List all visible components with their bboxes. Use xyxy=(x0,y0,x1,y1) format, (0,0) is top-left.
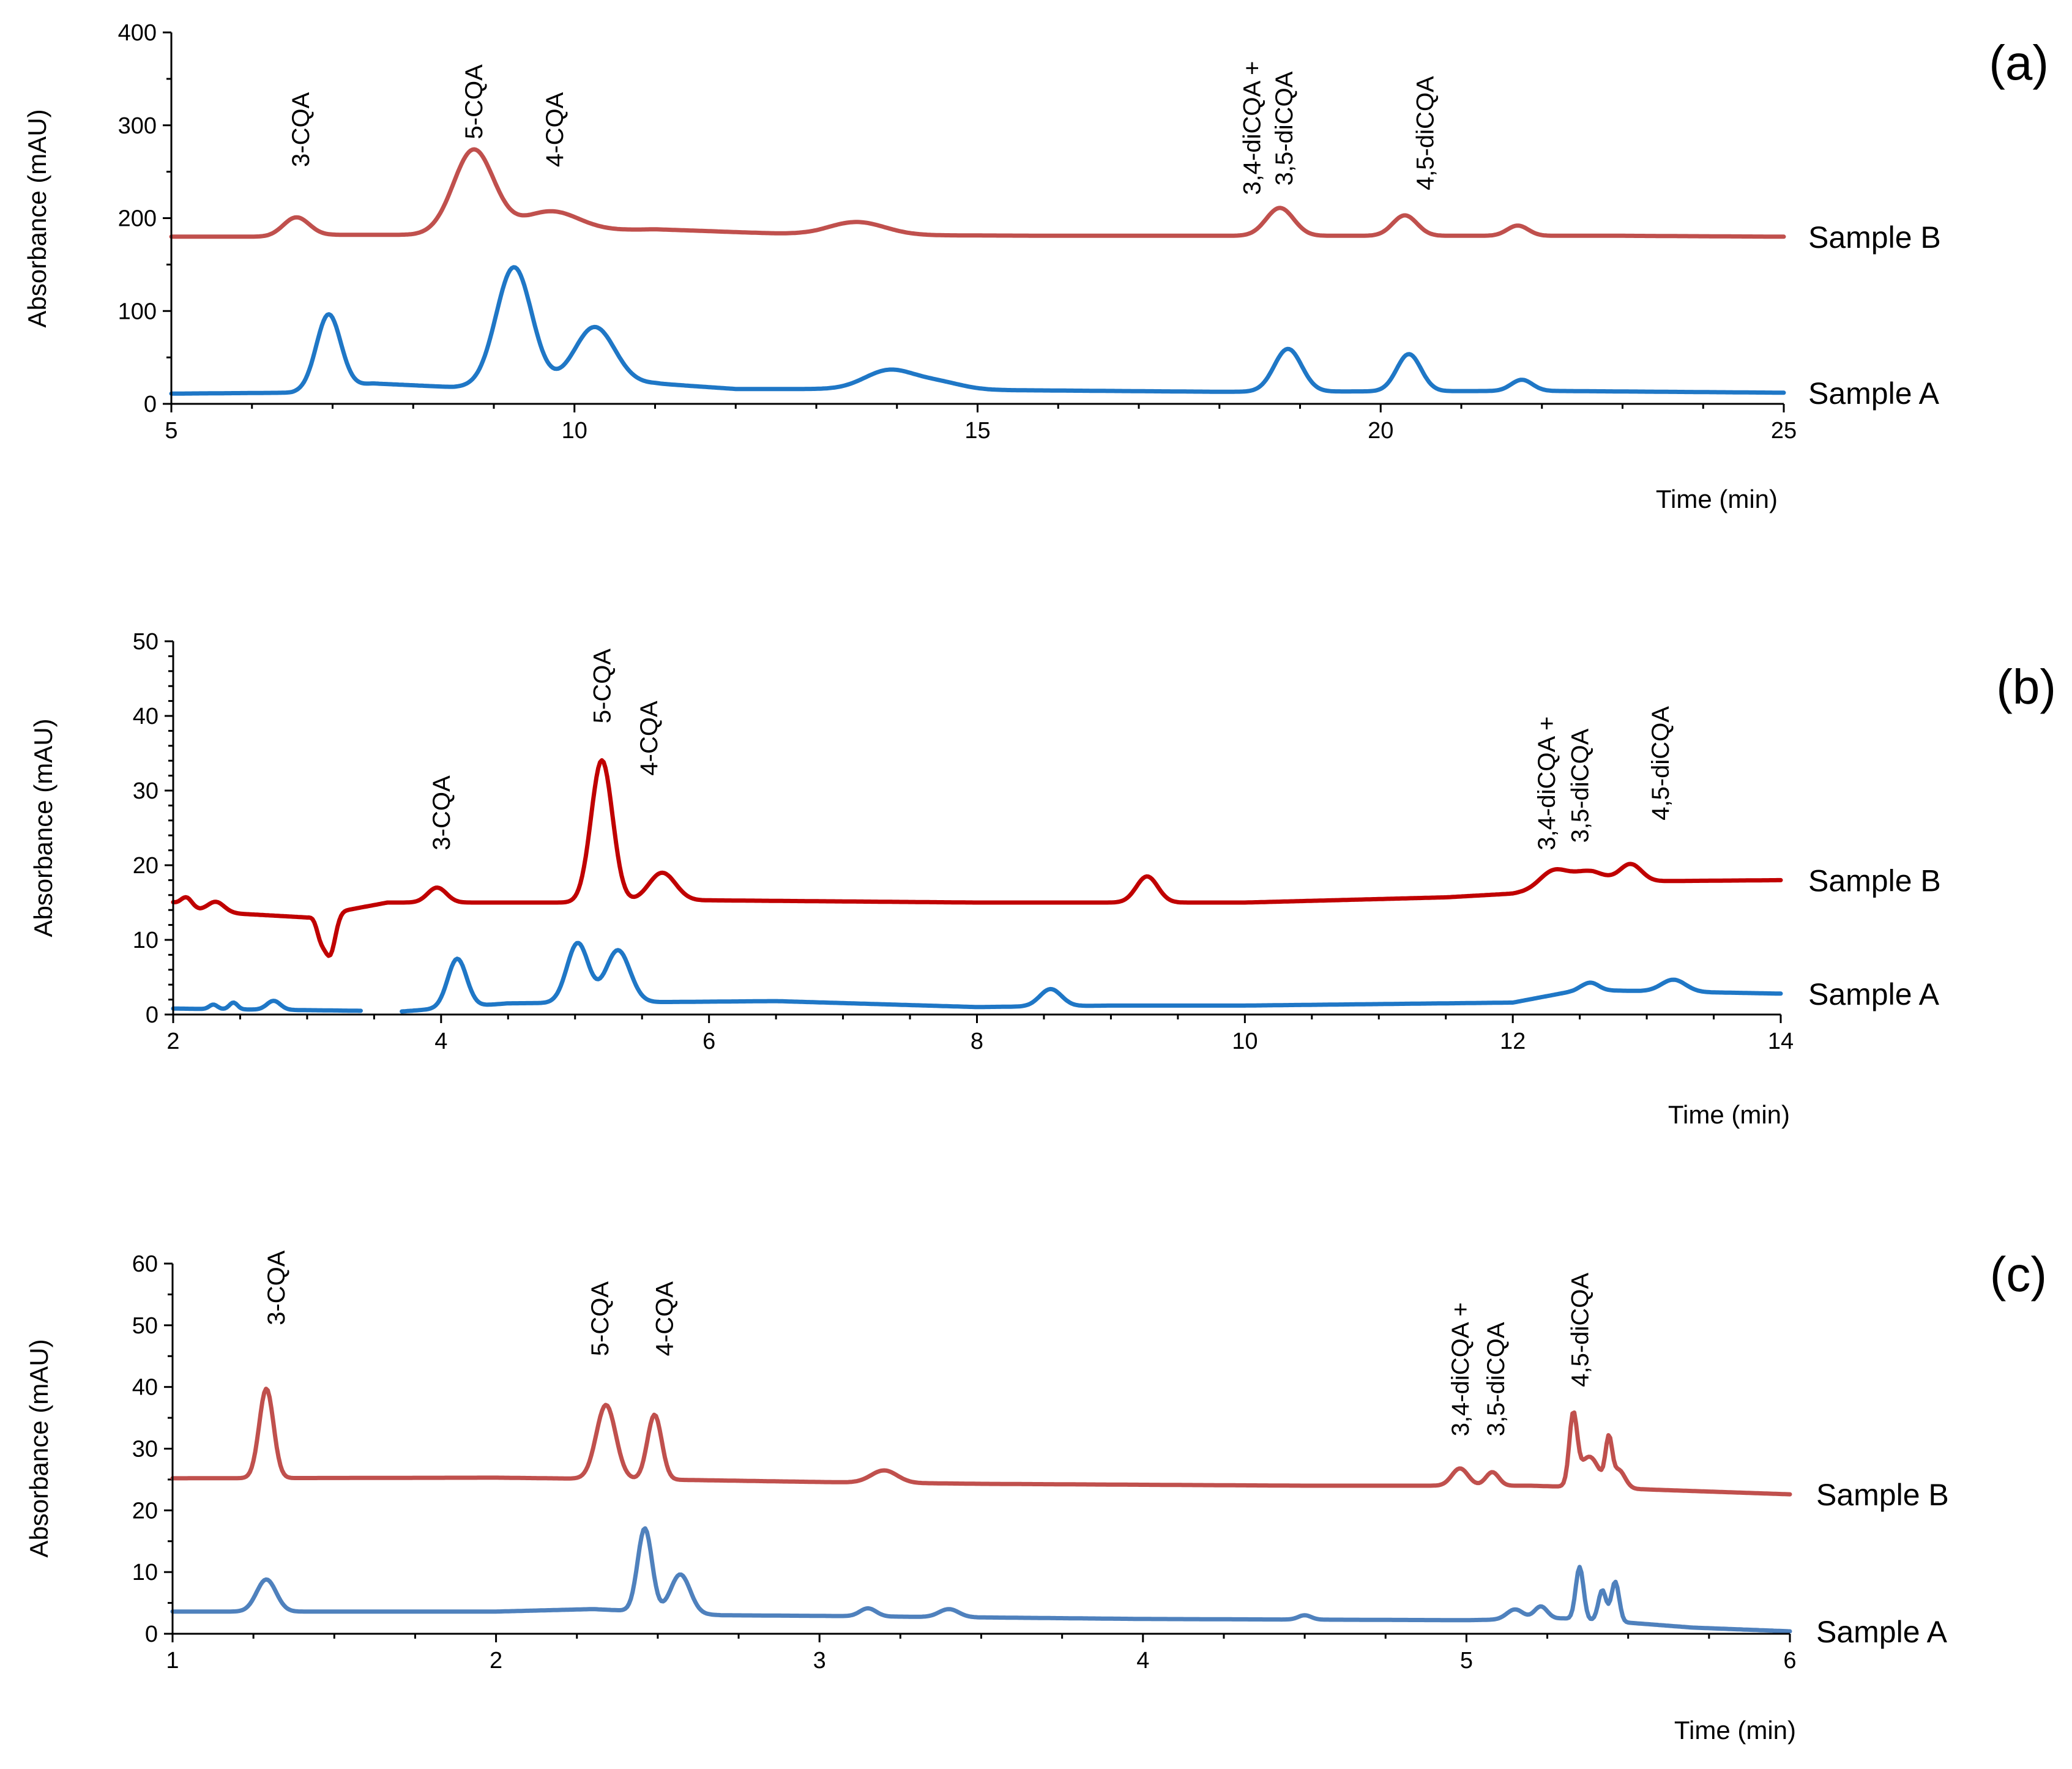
y-tick-label: 30 xyxy=(133,778,158,804)
x-tick-label: 4 xyxy=(434,1029,447,1054)
peak-label: 5-CQA xyxy=(461,64,488,140)
axis-ticks: 0 10 20 30 40 50 2 4 6 8 10 12 14 xyxy=(133,629,1794,1054)
chromatogram-panel-a: (a) Absorbance (mAU) Time (min) 0 100 200 3… xyxy=(23,20,2049,513)
peak-label: 3-CQA xyxy=(288,92,315,167)
x-tick-label: 2 xyxy=(166,1029,179,1054)
axis-frame xyxy=(170,32,1784,405)
x-tick-label: 15 xyxy=(964,418,990,444)
x-tick-label: 5 xyxy=(165,418,177,444)
peak-label: 3,5-diCQA xyxy=(1271,71,1298,185)
peak-annotations: 3-CQA 5-CQA 4-CQA 3,4-diCQA +3,5-diCQA 4,5-d… xyxy=(288,61,1439,195)
y-tick-label: 10 xyxy=(133,928,158,953)
series-line-sample-a xyxy=(170,1526,1792,1634)
panel-label: (a) xyxy=(1989,35,2049,90)
y-tick-label: 100 xyxy=(118,299,157,324)
peak-label: 3-CQA xyxy=(263,1250,290,1325)
y-tick-label: 400 xyxy=(118,20,157,46)
y-tick-label: 40 xyxy=(133,704,158,729)
series-line-sample-b xyxy=(169,147,1786,239)
y-axis-title: Absorbance (mAU) xyxy=(29,718,58,937)
y-tick-label: 60 xyxy=(132,1251,158,1277)
y-tick-label: 0 xyxy=(144,392,157,417)
peak-label: 3,4-diCQA + xyxy=(1447,1302,1474,1436)
peak-label: 4,5-diCQA xyxy=(1567,1273,1593,1387)
trace-layer xyxy=(170,1387,1792,1634)
peak-label: 4,5-diCQA xyxy=(1647,706,1674,821)
series-line-sample-b xyxy=(170,1387,1792,1497)
peak-label: 5-CQA xyxy=(587,1281,614,1357)
axis-frame xyxy=(172,641,1781,1016)
trace-layer xyxy=(171,758,1783,1014)
y-tick-label: 20 xyxy=(132,1498,158,1524)
series-labels: Sample B Sample A xyxy=(1816,1478,1949,1649)
x-tick-label: 6 xyxy=(1783,1648,1796,1674)
x-tick-label: 10 xyxy=(562,418,587,444)
trace-layer xyxy=(169,147,1786,396)
peak-label: 3,4-diCQA + xyxy=(1534,717,1560,851)
x-axis-title: Time (min) xyxy=(1674,1716,1796,1745)
series-line-sample-a xyxy=(171,940,1783,1014)
x-tick-label: 8 xyxy=(971,1029,983,1054)
peak-label: 4-CQA xyxy=(636,701,663,776)
y-tick-label: 0 xyxy=(146,1002,158,1028)
x-tick-label: 20 xyxy=(1368,418,1393,444)
series-label: Sample A xyxy=(1808,376,1940,411)
y-tick-label: 20 xyxy=(133,853,158,879)
x-tick-label: 14 xyxy=(1768,1029,1794,1054)
panel-label: (c) xyxy=(1990,1247,2047,1302)
x-tick-label: 12 xyxy=(1500,1029,1526,1054)
x-tick-label: 5 xyxy=(1460,1648,1473,1674)
series-line-sample-a xyxy=(169,265,1786,396)
peak-label: 3,5-diCQA xyxy=(1483,1322,1510,1436)
y-tick-label: 40 xyxy=(132,1375,158,1401)
series-label: Sample B xyxy=(1808,220,1941,255)
peak-label: 4-CQA xyxy=(652,1281,679,1357)
y-tick-label: 50 xyxy=(133,629,158,655)
series-label: Sample B xyxy=(1816,1478,1949,1512)
y-axis-title: Absorbance (mAU) xyxy=(24,1339,53,1557)
y-tick-label: 200 xyxy=(118,206,157,232)
y-axis-title: Absorbance (mAU) xyxy=(23,109,51,327)
peak-label: 3-CQA xyxy=(428,775,455,851)
x-tick-label: 10 xyxy=(1232,1029,1258,1054)
panel-label: (b) xyxy=(1996,660,2056,714)
axis-ticks: 0 10 20 30 40 50 60 1 2 3 4 5 6 xyxy=(132,1251,1797,1674)
x-tick-label: 2 xyxy=(490,1648,502,1674)
y-tick-label: 30 xyxy=(132,1437,158,1462)
peak-label: 3,4-diCQA + xyxy=(1239,61,1265,195)
y-tick-label: 50 xyxy=(132,1313,158,1339)
x-tick-label: 4 xyxy=(1136,1648,1149,1674)
peak-label: 4-CQA xyxy=(542,92,568,167)
series-label: Sample A xyxy=(1816,1615,1948,1649)
x-tick-label: 6 xyxy=(702,1029,715,1054)
series-labels: Sample B Sample A xyxy=(1808,863,1941,1011)
peak-label: 4,5-diCQA xyxy=(1412,76,1439,190)
series-label: Sample B xyxy=(1808,863,1941,898)
series-line-sample-b xyxy=(171,758,1783,958)
chromatogram-panel-b: (b) Absorbance (mAU) Time (min) 0 10 20 30 4… xyxy=(29,629,2056,1129)
x-axis-title: Time (min) xyxy=(1668,1100,1790,1129)
y-tick-label: 10 xyxy=(132,1560,158,1585)
y-tick-label: 300 xyxy=(118,113,157,139)
x-tick-label: 25 xyxy=(1771,418,1797,444)
series-labels: Sample B Sample A xyxy=(1808,220,1941,411)
x-tick-label: 3 xyxy=(813,1648,826,1674)
peak-label: 5-CQA xyxy=(589,649,616,724)
peak-annotations: 3-CQA 5-CQA 4-CQA 3,4-diCQA + 3,5-diCQA 4,5-d… xyxy=(263,1250,1593,1436)
peak-annotations: 3-CQA 5-CQA 4-CQA 3,4-diCQA + 3,5-diCQA 4,5-d… xyxy=(428,649,1674,851)
series-label: Sample A xyxy=(1808,977,1940,1011)
axis-frame xyxy=(171,1264,1790,1635)
peak-label: 3,5-diCQA xyxy=(1567,728,1594,843)
chromatogram-panel-c: (c) Absorbance (mAU) Time (min) 0 10 20 30 4… xyxy=(24,1247,2047,1745)
x-tick-label: 1 xyxy=(166,1648,179,1674)
axis-ticks: 0 100 200 300 400 5 10 15 20 25 xyxy=(118,20,1797,444)
y-tick-label: 0 xyxy=(145,1622,158,1647)
x-axis-title: Time (min) xyxy=(1656,485,1778,513)
